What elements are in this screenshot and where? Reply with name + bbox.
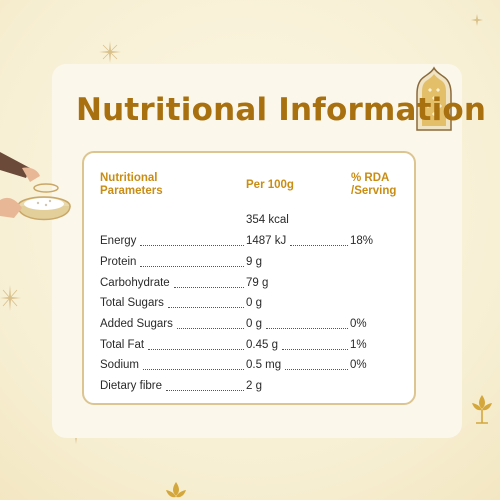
row-label: Added Sugars	[100, 318, 173, 330]
row-value: 0 g	[246, 297, 262, 309]
row-label: Dietary fibre	[100, 380, 162, 392]
row-label: Protein	[100, 256, 137, 268]
hdr-rda-line: % RDA	[351, 172, 390, 184]
table-row: Added Sugars 0 g 0%	[100, 318, 390, 332]
dotted-leader	[148, 349, 244, 350]
row-label: Total Sugars	[100, 297, 164, 309]
hdr-param-line: Parameters	[100, 185, 163, 197]
table-row: Total Sugars 0 g	[100, 297, 390, 311]
row-value: 0 g	[246, 318, 262, 330]
row-label: Energy	[100, 235, 137, 247]
table-row: Sodium 0.5 mg 0%	[100, 359, 390, 373]
dotted-leader	[166, 390, 244, 391]
row-rda: 18%	[350, 235, 374, 247]
row-rda: 1%	[350, 339, 367, 351]
row-rda: 0%	[350, 359, 367, 371]
arch-window-icon	[416, 66, 452, 131]
dotted-leader	[143, 369, 244, 370]
row-label: Total Fat	[100, 339, 145, 351]
header-per-100g: Per 100g	[246, 179, 294, 191]
row-value: 0.45 g	[246, 339, 278, 351]
row-value: 0.5 mg	[246, 359, 282, 371]
row-label: Sodium	[100, 359, 139, 371]
dotted-leader	[281, 349, 348, 350]
flower-icon	[166, 482, 186, 498]
row-value: 2 g	[246, 380, 262, 392]
header-rda: % RDA/Serving	[351, 172, 396, 198]
table-row: Carbohydrate 79 g	[100, 277, 390, 291]
dotted-leader	[140, 266, 244, 267]
dotted-leader	[266, 328, 348, 329]
page-title: Nutritional Information	[76, 92, 487, 128]
row-value: 79 g	[246, 277, 269, 289]
dotted-leader	[290, 245, 348, 246]
sparkle-icon	[0, 285, 21, 311]
row-value: 9 g	[246, 256, 262, 268]
hdr-rda-line: /Serving	[351, 185, 397, 197]
hdr-param-line: Nutritional	[100, 172, 158, 184]
row-label: Carbohydrate	[100, 277, 170, 289]
table-row: Total Fat 0.45 g 1%	[100, 339, 390, 353]
table-row: Energy 1487 kJ 18%	[100, 235, 390, 249]
header-parameters-text: Nutritional Parameters	[100, 172, 163, 198]
dotted-leader	[173, 287, 244, 288]
flower-icon	[472, 395, 492, 424]
row-rda: 0%	[350, 318, 367, 330]
energy-kcal-value: 354 kcal	[246, 214, 289, 226]
dotted-leader	[285, 369, 348, 370]
sparkle-icon	[99, 41, 121, 63]
dotted-leader	[176, 328, 244, 329]
sparkle-icon	[471, 14, 483, 26]
table-row: Protein 9 g	[100, 256, 390, 270]
header-parameters: Nutritional Parameters	[100, 172, 163, 198]
dotted-leader	[167, 307, 244, 308]
header-rda-text: % RDA/Serving	[351, 172, 396, 198]
row-value: 1487 kJ	[246, 235, 287, 247]
table-row: Dietary fibre 2 g	[100, 380, 390, 394]
dotted-leader	[140, 245, 244, 246]
nutrition-table	[82, 151, 416, 405]
hand-bowl-illustration	[0, 152, 71, 221]
